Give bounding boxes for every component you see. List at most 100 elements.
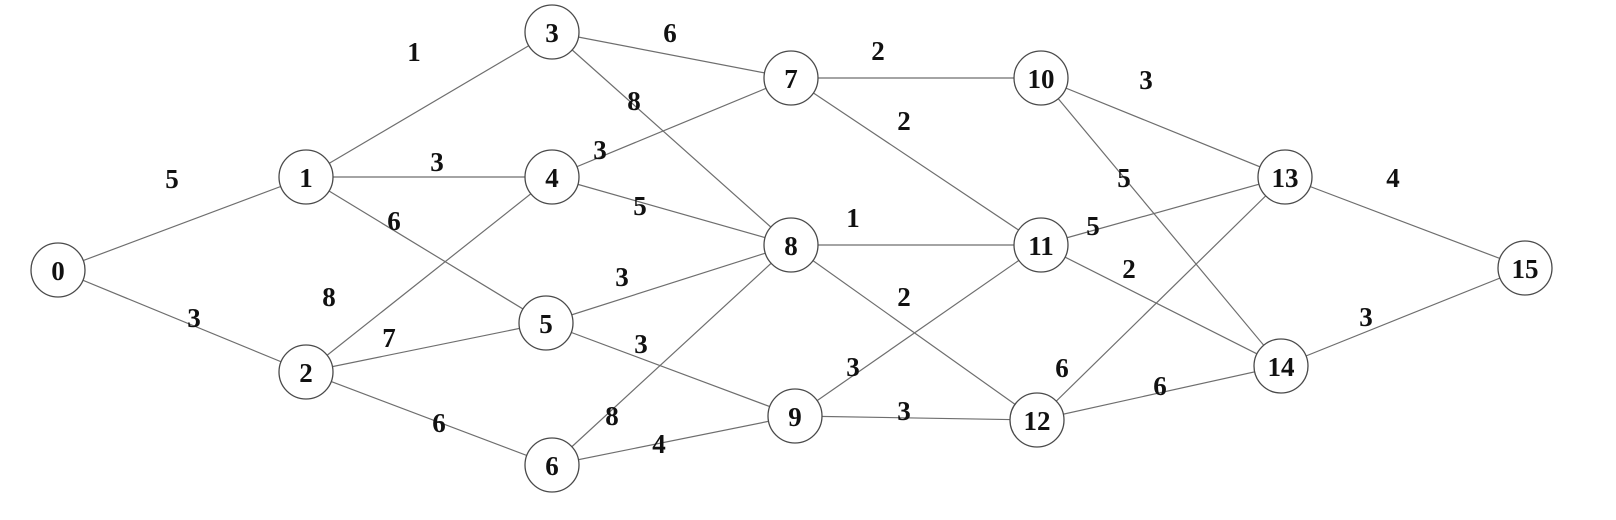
node-1: 1 xyxy=(278,149,334,205)
node-label-12: 12 xyxy=(1024,406,1051,436)
node-13: 13 xyxy=(1257,149,1313,205)
edge-weight-7-11: 2 xyxy=(897,106,911,136)
edge-weight-8-11: 1 xyxy=(846,203,860,233)
node-circle-4 xyxy=(524,149,580,205)
edge-weight-9-12: 3 xyxy=(897,396,911,426)
edge-1-5 xyxy=(305,176,547,324)
edge-5-8 xyxy=(545,244,792,324)
node-10: 10 xyxy=(1013,50,1069,106)
edge-0-2 xyxy=(57,269,307,373)
node-label-5: 5 xyxy=(539,309,553,339)
node-circle-14 xyxy=(1253,338,1309,394)
node-circle-15 xyxy=(1497,240,1553,296)
edge-weight-12-13: 6 xyxy=(1055,353,1069,383)
edge-7-11 xyxy=(790,77,1042,246)
node-label-9: 9 xyxy=(788,402,802,432)
edge-12-13 xyxy=(1036,176,1286,421)
node-circle-10 xyxy=(1013,50,1069,106)
edge-11-14 xyxy=(1040,244,1282,367)
node-circle-3 xyxy=(524,4,580,60)
node-6: 6 xyxy=(524,437,580,493)
edge-weight-14-15: 3 xyxy=(1359,302,1373,332)
edge-6-8 xyxy=(551,244,792,466)
node-15: 15 xyxy=(1497,240,1553,296)
edge-2-5 xyxy=(305,322,547,373)
edge-13-15 xyxy=(1284,176,1526,269)
edge-layer xyxy=(57,31,1526,466)
edge-10-13 xyxy=(1040,77,1286,178)
edge-6-9 xyxy=(551,415,796,466)
edge-1-3 xyxy=(305,31,553,178)
edge-5-9 xyxy=(545,322,796,417)
edge-weight-8-12: 2 xyxy=(897,282,911,312)
edge-weight-12-14: 6 xyxy=(1153,371,1167,401)
node-label-8: 8 xyxy=(784,231,798,261)
edge-weight-0-2: 3 xyxy=(187,303,201,333)
edge-weight-6-9: 4 xyxy=(652,429,666,459)
node-label-4: 4 xyxy=(545,163,559,193)
node-12: 12 xyxy=(1009,392,1065,448)
node-label-15: 15 xyxy=(1512,254,1539,284)
edge-weight-5-8: 3 xyxy=(615,262,629,292)
edge-weight-7-10: 2 xyxy=(871,36,885,66)
node-label-0: 0 xyxy=(51,256,65,286)
node-circle-6 xyxy=(524,437,580,493)
edge-weight-4-8: 5 xyxy=(633,191,647,221)
edge-3-7 xyxy=(551,31,792,79)
node-circle-7 xyxy=(763,50,819,106)
edge-weight-6-8: 8 xyxy=(605,401,619,431)
edge-weight-0-1: 5 xyxy=(165,164,179,194)
node-label-10: 10 xyxy=(1028,64,1055,94)
node-11: 11 xyxy=(1013,217,1069,273)
edge-weight-2-5: 7 xyxy=(382,323,396,353)
node-9: 9 xyxy=(767,388,823,444)
edge-weight-1-3: 1 xyxy=(407,37,421,67)
node-8: 8 xyxy=(763,217,819,273)
node-label-6: 6 xyxy=(545,451,559,481)
edge-weight-9-11: 3 xyxy=(846,352,860,382)
edge-weight-1-5: 6 xyxy=(387,206,401,236)
node-circle-5 xyxy=(518,295,574,351)
edge-2-4 xyxy=(305,176,553,373)
node-4: 4 xyxy=(524,149,580,205)
edge-weight-11-14: 2 xyxy=(1122,254,1136,284)
node-circle-11 xyxy=(1013,217,1069,273)
edge-10-14 xyxy=(1040,77,1282,367)
node-label-7: 7 xyxy=(784,64,798,94)
node-label-11: 11 xyxy=(1028,231,1054,261)
edge-weight-5-9: 3 xyxy=(634,329,648,359)
node-circle-12 xyxy=(1009,392,1065,448)
edge-4-7 xyxy=(551,77,792,178)
edge-3-8 xyxy=(551,31,792,246)
node-label-14: 14 xyxy=(1268,352,1295,382)
node-label-1: 1 xyxy=(299,163,313,193)
edge-0-1 xyxy=(57,176,307,271)
edge-weight-3-8: 8 xyxy=(627,86,641,116)
edge-weight-3-7: 6 xyxy=(663,18,677,48)
edge-4-8 xyxy=(551,176,792,246)
node-3: 3 xyxy=(524,4,580,60)
edge-weight-10-13: 3 xyxy=(1139,65,1153,95)
edge-12-14 xyxy=(1036,365,1282,421)
edge-weight-1-4: 3 xyxy=(430,147,444,177)
edge-11-13 xyxy=(1040,176,1286,246)
node-label-13: 13 xyxy=(1272,163,1299,193)
edge-weight-4-7: 3 xyxy=(593,135,607,165)
edge-2-6 xyxy=(305,371,553,466)
node-2: 2 xyxy=(278,344,334,400)
edge-weight-13-15: 4 xyxy=(1386,163,1400,193)
edge-weight-10-14: 5 xyxy=(1117,163,1131,193)
node-0: 0 xyxy=(30,242,86,298)
edge-9-12 xyxy=(794,415,1038,421)
node-circle-8 xyxy=(763,217,819,273)
edge-14-15 xyxy=(1280,267,1526,367)
edge-weight-2-6: 6 xyxy=(432,408,446,438)
node-label-3: 3 xyxy=(545,18,559,48)
node-circle-1 xyxy=(278,149,334,205)
edge-weight-11-13: 5 xyxy=(1086,211,1100,241)
node-circle-0 xyxy=(30,242,86,298)
node-circle-2 xyxy=(278,344,334,400)
